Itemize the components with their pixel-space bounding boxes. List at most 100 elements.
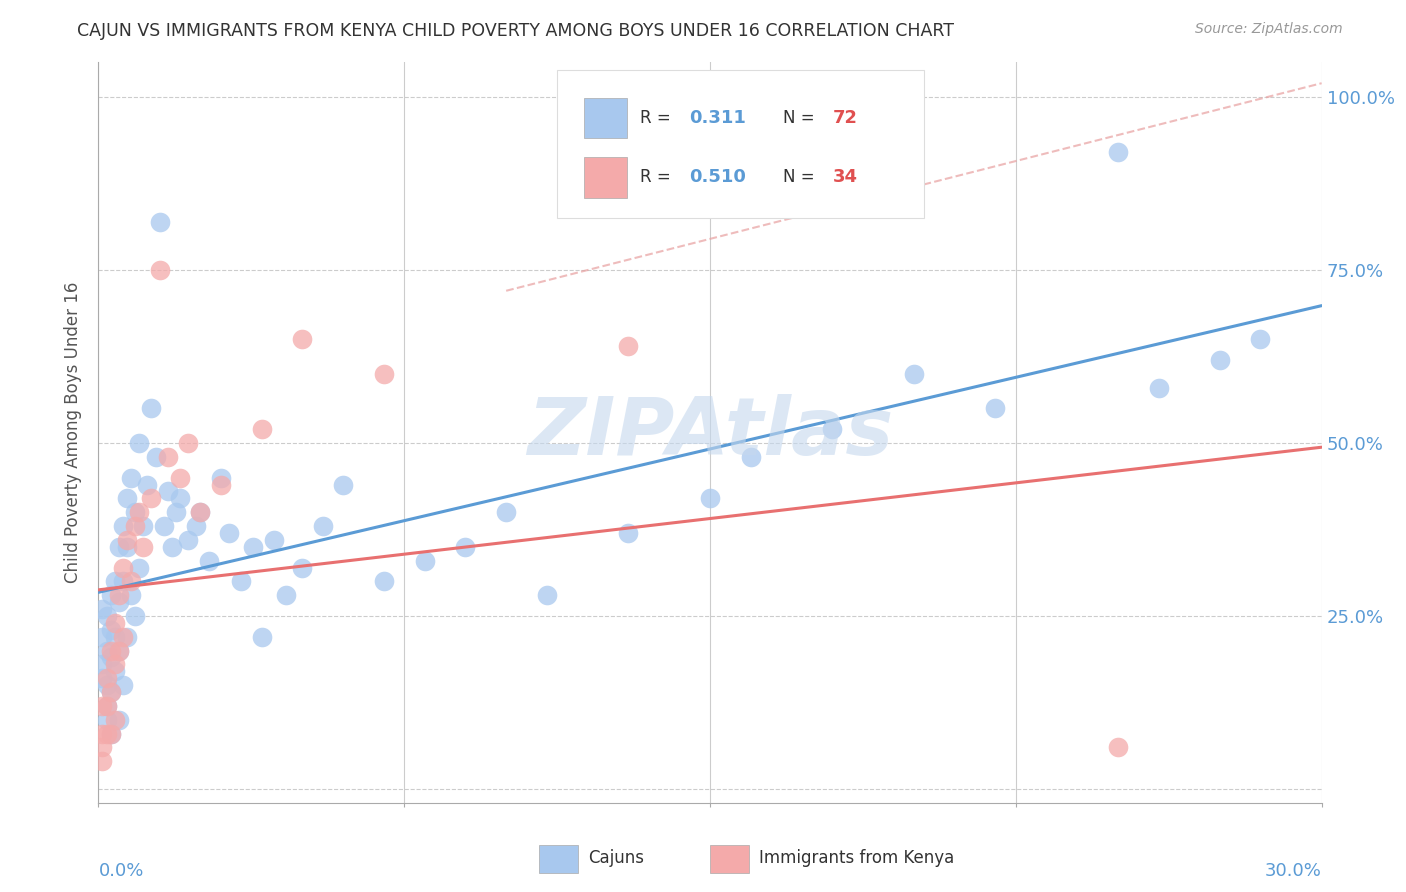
Cajuns	[100, 726, 122, 740]
Cajuns	[128, 560, 150, 574]
Immigrants from Kenya	[108, 588, 131, 602]
Text: ZIPAtlas: ZIPAtlas	[527, 393, 893, 472]
Cajuns	[1209, 353, 1232, 368]
Immigrants from Kenya	[96, 726, 118, 740]
Cajuns	[115, 540, 138, 554]
Immigrants from Kenya	[91, 754, 114, 768]
Cajuns	[218, 525, 240, 540]
Cajuns	[984, 401, 1007, 416]
Cajuns	[149, 214, 172, 228]
Cajuns	[96, 698, 118, 713]
Immigrants from Kenya	[188, 505, 212, 519]
Cajuns	[111, 574, 134, 589]
Text: N =: N =	[783, 169, 815, 186]
Cajuns	[821, 422, 844, 436]
FancyBboxPatch shape	[710, 845, 749, 873]
Cajuns	[156, 484, 179, 499]
Cajuns	[91, 630, 114, 644]
Cajuns	[274, 588, 297, 602]
Cajuns	[96, 678, 118, 692]
Immigrants from Kenya	[209, 477, 232, 491]
Cajuns	[903, 367, 925, 381]
Immigrants from Kenya	[128, 505, 150, 519]
Immigrants from Kenya	[373, 367, 395, 381]
Cajuns	[209, 470, 232, 484]
Text: Cajuns: Cajuns	[588, 849, 644, 867]
FancyBboxPatch shape	[557, 70, 924, 218]
Cajuns	[136, 477, 159, 491]
Cajuns	[312, 519, 335, 533]
Immigrants from Kenya	[124, 519, 146, 533]
Cajuns	[1147, 381, 1170, 395]
Immigrants from Kenya	[141, 491, 163, 506]
Cajuns	[100, 650, 122, 665]
Immigrants from Kenya	[132, 540, 155, 554]
Cajuns	[124, 609, 146, 624]
Cajuns	[186, 519, 208, 533]
Text: R =: R =	[640, 169, 671, 186]
Cajuns	[91, 671, 114, 685]
Immigrants from Kenya	[169, 470, 191, 484]
Cajuns	[263, 533, 285, 547]
Cajuns	[1107, 145, 1129, 160]
Text: 0.0%: 0.0%	[98, 862, 143, 880]
Text: 72: 72	[832, 109, 858, 127]
Cajuns	[96, 643, 118, 657]
Text: 0.311: 0.311	[689, 109, 747, 127]
FancyBboxPatch shape	[538, 845, 578, 873]
Cajuns	[91, 602, 114, 616]
Immigrants from Kenya	[111, 630, 134, 644]
Cajuns	[132, 519, 155, 533]
Immigrants from Kenya	[91, 726, 114, 740]
Cajuns	[111, 519, 134, 533]
Cajuns	[108, 643, 131, 657]
Cajuns	[111, 678, 134, 692]
Immigrants from Kenya	[91, 698, 114, 713]
Cajuns	[1249, 332, 1271, 346]
Cajuns	[177, 533, 200, 547]
Cajuns	[160, 540, 183, 554]
Cajuns	[104, 574, 127, 589]
Immigrants from Kenya	[108, 643, 131, 657]
Cajuns	[108, 540, 131, 554]
Cajuns	[115, 491, 138, 506]
Immigrants from Kenya	[100, 643, 122, 657]
Immigrants from Kenya	[96, 698, 118, 713]
Immigrants from Kenya	[120, 574, 142, 589]
Cajuns	[108, 713, 131, 727]
Text: Immigrants from Kenya: Immigrants from Kenya	[759, 849, 955, 867]
Immigrants from Kenya	[617, 339, 640, 353]
Immigrants from Kenya	[96, 671, 118, 685]
Cajuns	[152, 519, 174, 533]
Cajuns	[145, 450, 167, 464]
Text: CAJUN VS IMMIGRANTS FROM KENYA CHILD POVERTY AMONG BOYS UNDER 16 CORRELATION CHA: CAJUN VS IMMIGRANTS FROM KENYA CHILD POV…	[77, 22, 955, 40]
Cajuns	[231, 574, 253, 589]
Immigrants from Kenya	[104, 713, 127, 727]
Text: R =: R =	[640, 109, 671, 127]
Immigrants from Kenya	[100, 726, 122, 740]
Immigrants from Kenya	[111, 560, 134, 574]
Immigrants from Kenya	[177, 436, 200, 450]
Cajuns	[124, 505, 146, 519]
Cajuns	[100, 623, 122, 637]
Text: Source: ZipAtlas.com: Source: ZipAtlas.com	[1195, 22, 1343, 37]
Cajuns	[454, 540, 477, 554]
Cajuns	[128, 436, 150, 450]
Immigrants from Kenya	[104, 615, 127, 630]
FancyBboxPatch shape	[583, 157, 627, 197]
Cajuns	[100, 685, 122, 699]
Cajuns	[141, 401, 163, 416]
Cajuns	[120, 470, 142, 484]
Text: N =: N =	[783, 109, 815, 127]
Immigrants from Kenya	[1107, 740, 1129, 755]
Cajuns	[495, 505, 517, 519]
Cajuns	[242, 540, 264, 554]
Cajuns	[413, 554, 436, 568]
Cajuns	[104, 665, 127, 679]
Immigrants from Kenya	[100, 685, 122, 699]
Text: 30.0%: 30.0%	[1265, 862, 1322, 880]
FancyBboxPatch shape	[583, 97, 627, 138]
Cajuns	[91, 657, 114, 672]
Immigrants from Kenya	[104, 657, 127, 672]
Immigrants from Kenya	[250, 422, 273, 436]
